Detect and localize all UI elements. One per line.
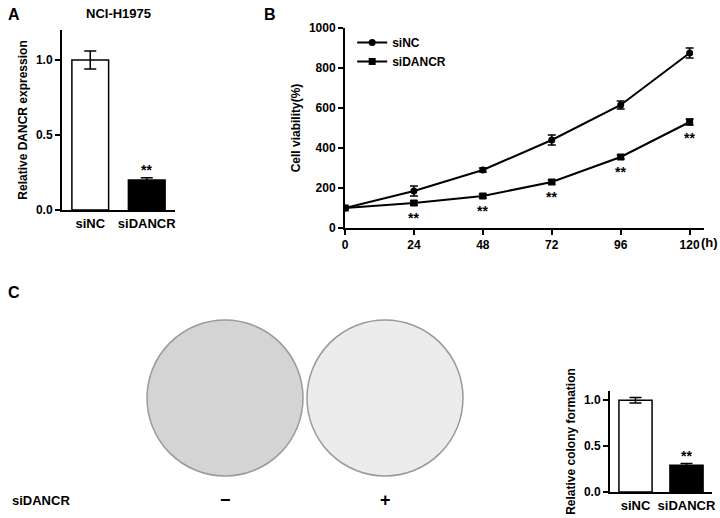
svg-text:C: C bbox=[8, 284, 20, 301]
svg-text:0.5: 0.5 bbox=[36, 128, 53, 142]
svg-text:**: ** bbox=[546, 189, 557, 205]
svg-text:**: ** bbox=[684, 130, 695, 146]
svg-text:400: 400 bbox=[316, 141, 336, 155]
svg-text:A: A bbox=[8, 6, 20, 23]
svg-text:**: ** bbox=[477, 203, 488, 219]
svg-text:Cell viability(%): Cell viability(%) bbox=[289, 84, 303, 173]
svg-text:Relative colony formation: Relative colony formation bbox=[564, 368, 578, 515]
svg-text:(h): (h) bbox=[701, 235, 718, 250]
svg-text:**: ** bbox=[681, 448, 692, 464]
svg-text:**: ** bbox=[141, 162, 152, 178]
svg-text:**: ** bbox=[408, 210, 419, 226]
svg-text:600: 600 bbox=[316, 101, 336, 115]
svg-text:96: 96 bbox=[614, 238, 628, 252]
svg-text:1.0: 1.0 bbox=[36, 53, 53, 67]
svg-text:siNC: siNC bbox=[392, 36, 420, 50]
svg-text:1000: 1000 bbox=[309, 21, 336, 35]
svg-text:0: 0 bbox=[342, 238, 349, 252]
svg-text:siDANCR: siDANCR bbox=[392, 55, 446, 69]
svg-text:200: 200 bbox=[316, 181, 336, 195]
svg-text:120: 120 bbox=[680, 238, 700, 252]
svg-text:0: 0 bbox=[329, 221, 336, 235]
svg-text:+: + bbox=[380, 490, 391, 510]
svg-text:**: ** bbox=[615, 164, 626, 180]
svg-text:0.0: 0.0 bbox=[584, 485, 601, 499]
svg-text:siDANCR: siDANCR bbox=[118, 216, 176, 231]
svg-text:24: 24 bbox=[407, 238, 421, 252]
svg-text:Relative DANCR expression: Relative DANCR expression bbox=[16, 40, 30, 199]
svg-text:B: B bbox=[264, 6, 276, 23]
svg-text:800: 800 bbox=[316, 61, 336, 75]
svg-text:1.0: 1.0 bbox=[584, 393, 601, 407]
svg-text:NCI-H1975: NCI-H1975 bbox=[86, 6, 151, 21]
svg-text:0.0: 0.0 bbox=[36, 203, 53, 217]
svg-text:−: − bbox=[220, 490, 231, 510]
svg-text:siDANCR: siDANCR bbox=[12, 493, 70, 508]
svg-text:0.5: 0.5 bbox=[584, 439, 601, 453]
svg-text:siNC: siNC bbox=[75, 216, 105, 231]
svg-text:siNC: siNC bbox=[621, 498, 651, 513]
svg-text:48: 48 bbox=[476, 238, 490, 252]
svg-text:72: 72 bbox=[545, 238, 559, 252]
svg-text:siDANCR: siDANCR bbox=[658, 498, 716, 513]
